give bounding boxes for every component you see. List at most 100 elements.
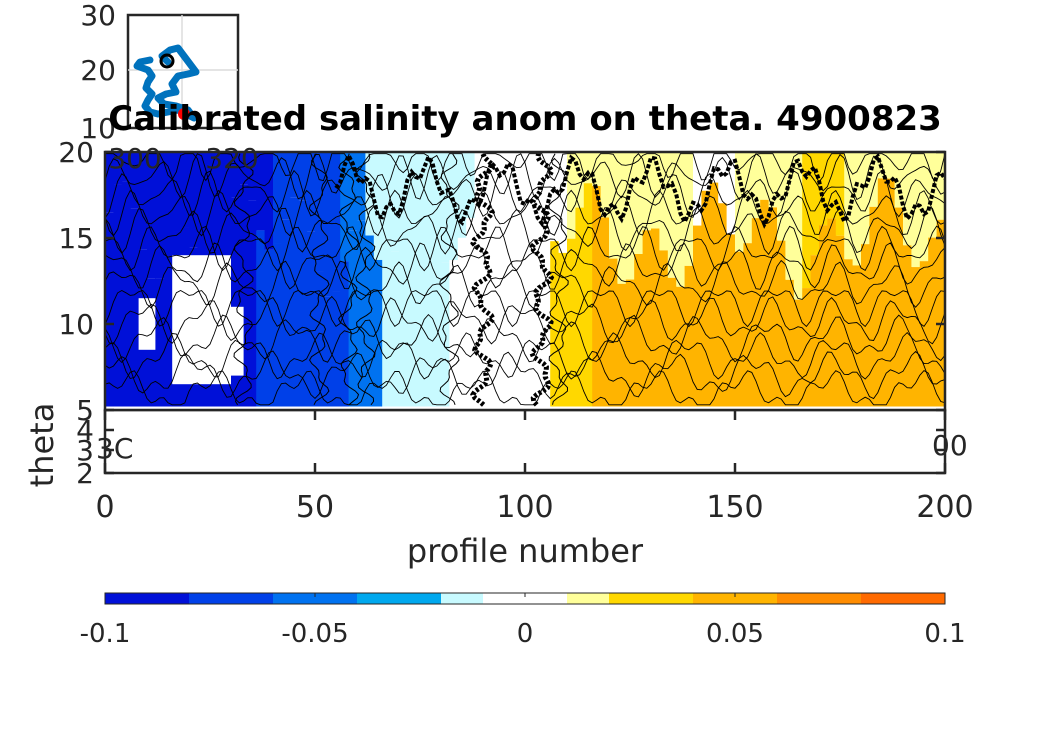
region-boundary [548, 153, 569, 405]
field-cell-upper [894, 152, 904, 208]
field-cell [382, 269, 392, 407]
field-cell-upper [239, 152, 249, 185]
field-cell-upper [130, 152, 140, 209]
colorbar-segment [441, 593, 483, 604]
x-axis: 0 50 100 150 200 [95, 410, 974, 525]
colorbar-tick-label: 0.05 [706, 619, 764, 649]
x-tick-label: 200 [916, 490, 973, 525]
field-cell-upper [600, 152, 610, 218]
x-tick-label: 100 [496, 490, 553, 525]
inset-y-tick-label: 20 [80, 54, 116, 87]
colorbar-segment [777, 593, 861, 604]
field-cell [903, 245, 912, 407]
field-cell [928, 237, 938, 407]
field-cell [289, 197, 299, 407]
field-cell-upper [138, 152, 148, 250]
field-patch [172, 255, 231, 385]
contour-line [105, 242, 945, 290]
field-cell-upper [180, 152, 190, 228]
field-cell-upper [373, 152, 383, 260]
x-tick-label: 50 [296, 490, 334, 525]
field-cell-upper [819, 152, 828, 226]
x-tick-label: 150 [706, 490, 763, 525]
field-cell [541, 215, 551, 407]
field-cell [357, 220, 366, 407]
y-tick-label: 15 [58, 222, 94, 255]
field-cell [130, 208, 140, 407]
start-marker [159, 53, 175, 69]
field-cell-upper [936, 152, 945, 220]
field-cell-upper [163, 152, 173, 257]
field-cell-upper [541, 152, 551, 216]
inset-y-axis: 30 20 10 [80, 0, 116, 145]
colorbar: -0.1 -0.05 0 0.05 0.1 [80, 592, 966, 649]
contour-line [105, 289, 945, 328]
field-cell [785, 279, 795, 407]
field-cell [231, 197, 240, 407]
colorbar-segment [357, 593, 441, 604]
field-cell-upper [281, 152, 291, 220]
lower-axes: 3C 00 [96, 408, 968, 475]
field-cell [525, 212, 534, 407]
zero-contour [334, 152, 945, 229]
field-cell-upper [441, 152, 450, 263]
field-cell [810, 255, 820, 407]
field-cell-upper [415, 152, 425, 177]
colorbar-segment [693, 593, 777, 604]
field-cell-upper [231, 152, 240, 198]
field-cell [533, 200, 543, 407]
field-cell [936, 219, 945, 407]
field-cell-upper [348, 152, 358, 231]
field-cell [105, 212, 114, 407]
field-cell-upper [768, 152, 778, 208]
field-cell-upper [273, 152, 282, 244]
end-marker [178, 108, 190, 120]
field-cell-upper [928, 152, 938, 238]
field-cell-upper [222, 152, 232, 236]
field-cell [575, 207, 585, 407]
field-cell-upper [659, 152, 669, 251]
field-cell [844, 259, 854, 407]
field-cell [819, 225, 828, 407]
colorbar-tick-label: 0.1 [924, 619, 965, 649]
y-axis-label: theta [23, 403, 61, 488]
field-cell [390, 251, 400, 407]
contour-line [105, 331, 945, 380]
field-cell [457, 237, 467, 407]
field-cell-upper [121, 152, 131, 182]
field-cell [886, 178, 896, 407]
field-cell-upper [155, 152, 165, 279]
region-boundary [338, 153, 360, 406]
field-cell [340, 261, 350, 407]
lower-axes-right-overlap-label: 00 [932, 429, 968, 462]
field-cell [693, 225, 702, 407]
field-cell [163, 256, 173, 407]
field-cell [583, 183, 593, 407]
field-cell-upper [113, 152, 123, 185]
field-cell [911, 267, 921, 407]
field-cell-upper [390, 152, 400, 252]
contour-line [105, 350, 945, 400]
field-cell [348, 230, 358, 407]
trajectory-inset: 30 20 10 300 320 [80, 0, 258, 175]
field-cell [642, 230, 652, 407]
field-cell-upper [424, 152, 434, 201]
contour-line [105, 189, 945, 237]
field-cell-upper [701, 152, 711, 191]
field-cell [802, 288, 812, 407]
field-cell-upper [793, 152, 803, 300]
field-cell [852, 265, 862, 407]
field-cell [264, 249, 274, 407]
colorbar-tick-label: 0 [517, 619, 534, 649]
field-cell-upper [508, 152, 518, 286]
field-cell-upper [726, 152, 736, 235]
field-cell [466, 218, 476, 407]
field-cell-upper [642, 152, 652, 231]
field-cell [684, 265, 694, 407]
field-cell-upper [550, 152, 560, 242]
contour-lines [105, 152, 945, 407]
field-cell-upper [533, 152, 543, 201]
field-cell [701, 190, 711, 407]
field-cell [499, 300, 509, 407]
y-tick-label: 4 [76, 414, 94, 447]
